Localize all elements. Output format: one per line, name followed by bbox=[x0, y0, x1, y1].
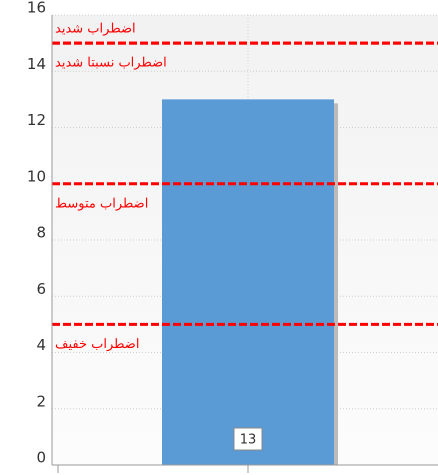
threshold-label: اضطراب متوسط bbox=[55, 196, 148, 211]
bar bbox=[162, 99, 334, 465]
threshold-label: اضطراب نسبتا شدید bbox=[55, 56, 167, 71]
data-label-box bbox=[233, 427, 263, 451]
y-tick-label: 16 bbox=[27, 0, 46, 17]
y-tick-label: 12 bbox=[27, 111, 46, 129]
threshold-label: اضطراب خفیف bbox=[55, 337, 139, 352]
y-tick-label: 0 bbox=[36, 449, 46, 467]
y-tick-label: 14 bbox=[27, 55, 46, 73]
data-label: 13 bbox=[240, 433, 257, 448]
y-tick-label: 8 bbox=[36, 224, 46, 242]
y-tick-label: 6 bbox=[36, 280, 46, 298]
threshold-label: اضطراب شدید bbox=[55, 22, 136, 37]
y-tick-label: 4 bbox=[36, 336, 46, 354]
y-tick-label: 10 bbox=[27, 167, 46, 185]
y-tick-label: 2 bbox=[36, 392, 46, 410]
